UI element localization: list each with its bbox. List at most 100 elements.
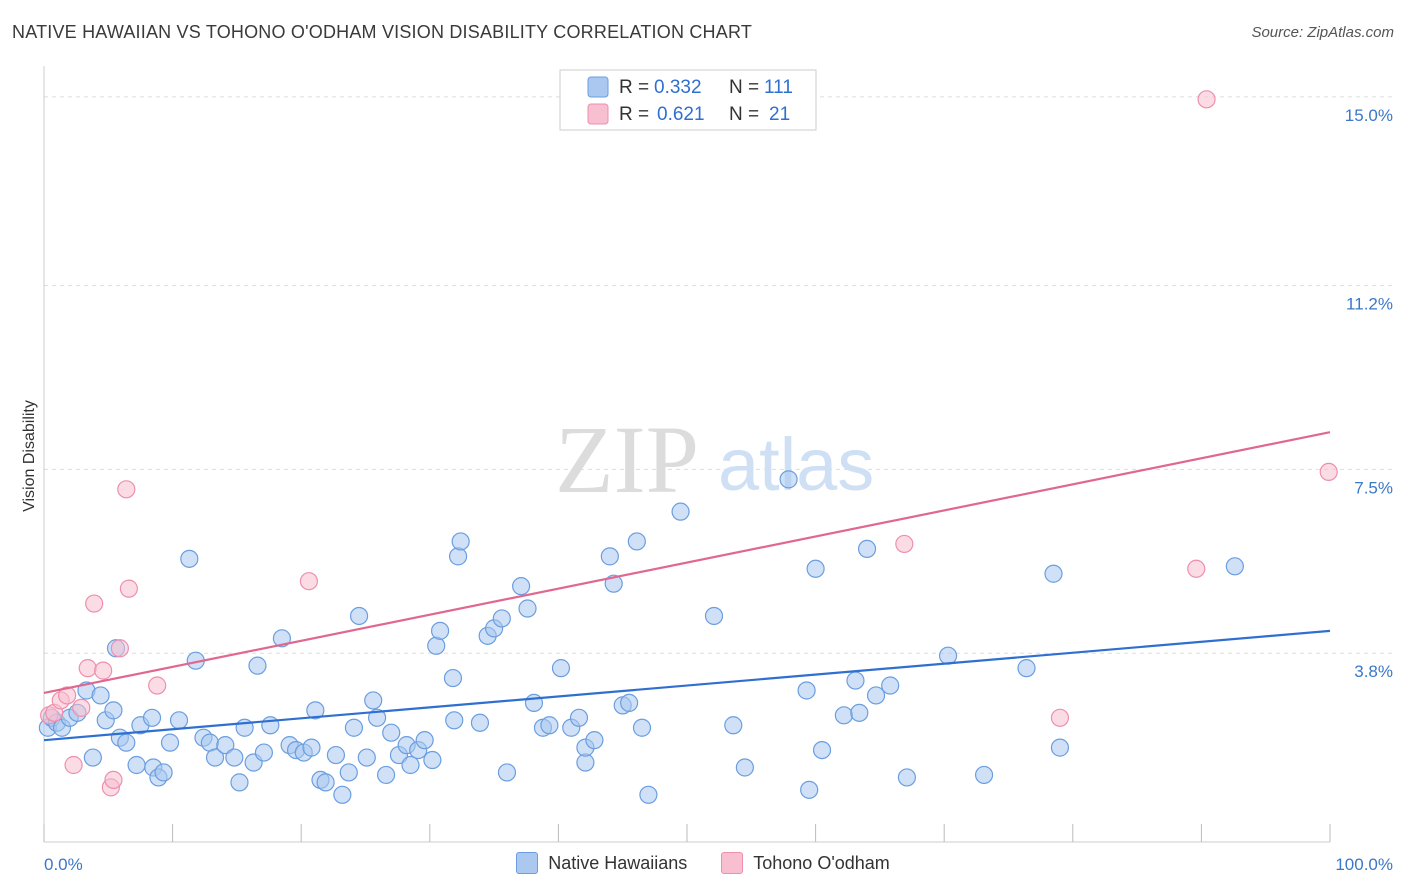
- data-point: [512, 577, 531, 596]
- data-point: [299, 572, 319, 591]
- data-point: [357, 748, 376, 767]
- data-point: [302, 738, 321, 757]
- data-point: [230, 773, 249, 792]
- legend-r-value: 0.332: [654, 77, 702, 98]
- legend-swatch-blue: [516, 852, 539, 874]
- data-point: [272, 629, 292, 648]
- legend-n-label: N =: [729, 104, 759, 125]
- data-point: [895, 534, 914, 554]
- legend-r-value: 0.621: [657, 104, 705, 125]
- data-point: [376, 765, 396, 785]
- data-point: [427, 636, 446, 655]
- data-point: [846, 671, 865, 690]
- legend-label: Native Hawaiians: [548, 852, 688, 873]
- series-tohono-oodham-points: [40, 90, 1338, 797]
- data-point: [248, 656, 267, 675]
- data-point: [938, 646, 958, 665]
- data-point: [117, 733, 136, 752]
- legend-label: Tohono O'odham: [753, 852, 890, 873]
- legend-n-value: 21: [769, 104, 790, 125]
- data-point: [451, 532, 470, 551]
- data-point: [632, 718, 652, 737]
- data-point: [64, 755, 83, 775]
- data-point: [470, 713, 490, 732]
- data-point: [94, 661, 113, 680]
- legend-r-label: R =: [619, 77, 649, 98]
- x-tick-label-max: 100.0%: [1335, 855, 1393, 874]
- legend-n-label: N =: [729, 77, 759, 98]
- data-point: [91, 686, 110, 705]
- data-point: [850, 703, 869, 722]
- source-label: Source: ZipAtlas.com: [1251, 24, 1394, 41]
- data-point: [104, 701, 123, 720]
- legend-item-native-hawaiians: Native Hawaiians: [516, 852, 687, 874]
- y-tick-label: 11.2%: [1346, 295, 1393, 314]
- data-point: [569, 708, 589, 727]
- data-point: [497, 763, 517, 782]
- data-point: [806, 559, 825, 578]
- data-point: [1187, 559, 1206, 578]
- data-point: [326, 745, 346, 765]
- data-point: [492, 609, 511, 628]
- data-point: [127, 755, 146, 775]
- data-point: [1050, 738, 1070, 757]
- data-point: [306, 701, 325, 720]
- legend-r-label: R =: [619, 104, 649, 125]
- data-point: [812, 740, 832, 760]
- bottom-legend: Native Hawaiians Tohono O'odham: [0, 852, 1406, 874]
- data-point: [154, 763, 173, 782]
- data-point: [148, 676, 167, 695]
- data-point: [1017, 659, 1036, 678]
- data-point: [600, 547, 619, 566]
- data-point: [423, 750, 442, 770]
- data-point: [735, 758, 754, 777]
- data-point: [518, 599, 537, 618]
- legend-swatch-blue: [587, 76, 609, 98]
- data-point: [1225, 557, 1244, 576]
- y-tick-label: 3.8%: [1354, 662, 1393, 681]
- data-point: [540, 716, 559, 735]
- data-point: [382, 723, 401, 742]
- data-point: [857, 539, 877, 559]
- data-point: [448, 547, 468, 566]
- data-point: [604, 574, 623, 593]
- data-point: [142, 708, 162, 727]
- data-point: [344, 718, 364, 737]
- data-point: [83, 748, 102, 767]
- data-point: [445, 711, 464, 730]
- data-point: [974, 765, 994, 785]
- data-point: [78, 659, 97, 678]
- data-point: [1319, 462, 1338, 482]
- data-point: [897, 768, 917, 787]
- y-tick-label: 7.5%: [1354, 478, 1393, 497]
- data-point: [169, 711, 189, 730]
- data-point: [834, 706, 853, 725]
- y-tick-labels: 3.8% 7.5% 11.2% 15.0%: [1345, 106, 1393, 681]
- data-point: [110, 639, 129, 658]
- data-point: [585, 731, 604, 750]
- x-tick-label-min: 0.0%: [44, 855, 83, 874]
- data-point: [180, 549, 199, 568]
- data-point: [671, 502, 690, 521]
- data-point: [261, 716, 280, 735]
- data-point: [254, 743, 274, 762]
- data-point: [104, 770, 123, 790]
- data-point: [881, 676, 900, 695]
- watermark: ZIP atlas: [555, 406, 874, 513]
- data-point: [401, 755, 420, 775]
- trend-line: [43, 629, 1331, 742]
- data-point: [160, 733, 180, 752]
- data-point: [367, 708, 387, 727]
- data-point: [779, 470, 798, 489]
- data-point: [364, 691, 383, 710]
- watermark-atlas: atlas: [718, 423, 874, 506]
- data-point: [797, 681, 816, 700]
- trend-lines: [43, 431, 1331, 742]
- data-point: [866, 686, 886, 705]
- data-point: [216, 736, 235, 755]
- data-point: [724, 716, 743, 735]
- data-point: [205, 748, 225, 767]
- data-point: [800, 780, 819, 799]
- legend-swatch-pink: [587, 103, 609, 125]
